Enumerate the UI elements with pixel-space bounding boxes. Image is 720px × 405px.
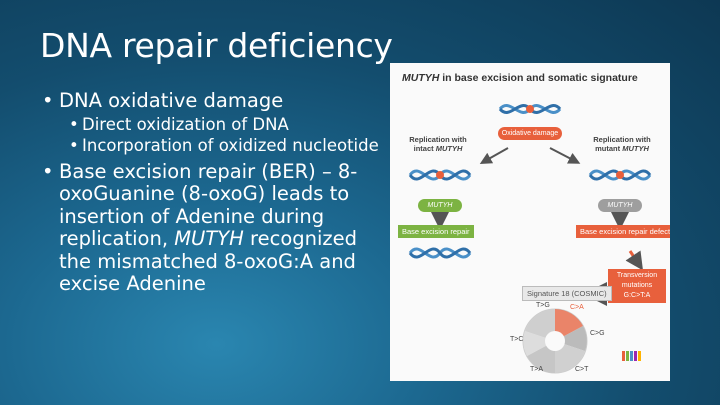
sub-bullet-incorporation: Incorporation of oxidized nucleotide: [42, 136, 382, 155]
bullet-base-excision-repair: Base excision repair (BER) – 8-oxoGuanin…: [42, 159, 382, 296]
dna-helix-bottom-left: [408, 247, 472, 259]
bullet-oxidative-damage: DNA oxidative damage: [42, 89, 382, 113]
mutyh-figure: MUTYH in base excision and somatic signa…: [390, 63, 670, 381]
base-excision-repair-box: Base excision repair: [398, 225, 474, 238]
bullet-list: DNA oxidative damage Direct oxidization …: [42, 89, 382, 298]
wheel-label-ta: T>A: [530, 366, 544, 373]
signature-wheel: [522, 308, 588, 374]
wheel-legend: [622, 351, 641, 361]
slide-title: DNA repair deficiency: [40, 26, 393, 65]
dna-helix-top: [498, 104, 562, 114]
ber-gene-italic: MUTYH: [174, 227, 244, 250]
wheel-label-cg: C>G: [590, 330, 605, 337]
left-gene-pill: MUTYH: [418, 199, 462, 212]
right-gene-pill: MUTYH: [598, 199, 642, 212]
ber-text-1: Base excision repair (BER) – 8-oxoGuanin…: [59, 159, 358, 250]
signature-box: Signature 18 (COSMIC): [522, 286, 612, 301]
wheel-label-ct: C>T: [575, 366, 589, 373]
ber-text-2: recognized the mismatched 8-oxoG:A and e…: [59, 227, 358, 295]
dna-helix-right: [588, 169, 652, 181]
base-excision-repair-defect-box: Base excision repair defect: [576, 225, 670, 238]
oxidative-damage-pill: Oxidative damage: [498, 127, 562, 140]
dna-helix-left: [408, 169, 472, 181]
wheel-label-ca: C>A: [570, 304, 584, 311]
wheel-label-tg: T>G: [536, 302, 550, 309]
sub-bullet-direct-oxidization: Direct oxidization of DNA: [42, 115, 382, 134]
wheel-label-tc: T>C: [510, 336, 524, 343]
right-heading: Replication with mutant MUTYH: [593, 135, 651, 153]
figure-graphics: [408, 104, 652, 374]
left-heading: Replication with intact MUTYH: [409, 135, 467, 153]
transversion-box: Transversion mutations G:C>T:A: [608, 269, 666, 303]
figure-title: MUTYH in base excision and somatic signa…: [402, 72, 638, 84]
